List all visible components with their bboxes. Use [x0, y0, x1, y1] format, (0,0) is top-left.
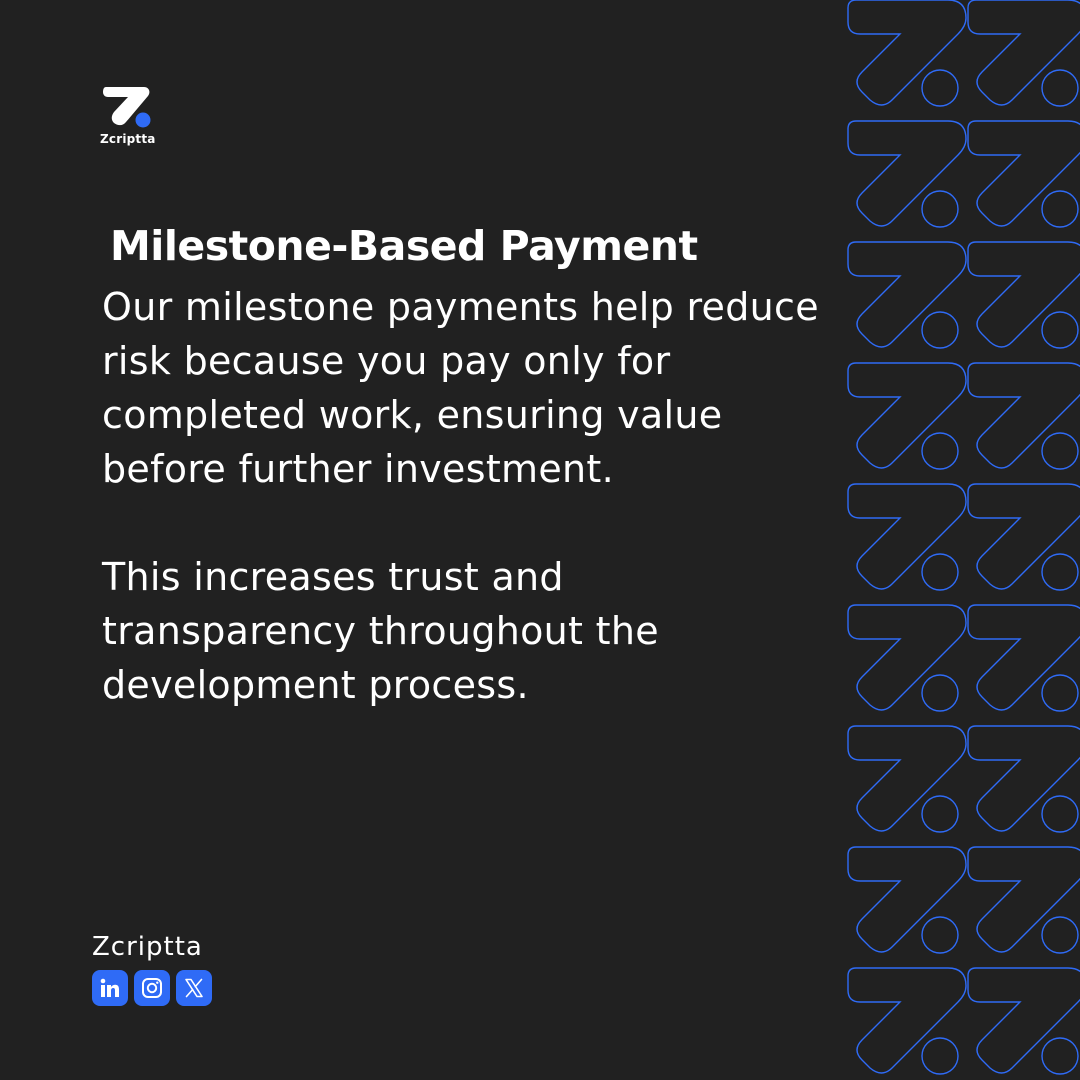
body-text: Our milestone payments help reduce risk … [102, 280, 822, 712]
brand-logo: Zcriptta [100, 82, 156, 146]
pattern-z-mark [967, 604, 1080, 712]
page-title: Milestone-Based Payment [110, 222, 698, 270]
pattern-z-mark [967, 362, 1080, 470]
social-links [92, 970, 212, 1006]
pattern-z-mark [847, 967, 967, 1075]
pattern-z-mark [847, 725, 967, 833]
linkedin-icon [100, 978, 119, 997]
body-paragraph-1: Our milestone payments help reduce risk … [102, 285, 819, 491]
pattern-z-mark [847, 604, 967, 712]
pattern-z-mark [847, 120, 967, 228]
z-logo-pattern [847, 0, 1080, 1075]
pattern-z-mark [847, 483, 967, 591]
footer: Zcriptta [92, 932, 212, 1006]
instagram-button[interactable] [134, 970, 170, 1006]
pattern-z-mark [847, 846, 967, 954]
pattern-z-mark [967, 0, 1080, 107]
body-paragraph-2: This increases trust and transparency th… [102, 555, 659, 707]
pattern-z-mark [967, 483, 1080, 591]
pattern-z-mark [967, 241, 1080, 349]
pattern-z-mark [967, 725, 1080, 833]
pattern-z-mark [967, 846, 1080, 954]
logo-wordmark: Zcriptta [100, 132, 156, 146]
pattern-z-mark [847, 241, 967, 349]
pattern-z-mark [967, 120, 1080, 228]
pattern-z-mark [847, 362, 967, 470]
pattern-z-mark [847, 0, 967, 107]
zcriptta-logo-icon [103, 87, 151, 128]
pattern-z-mark [967, 967, 1080, 1075]
linkedin-button[interactable] [92, 970, 128, 1006]
footer-brand-name: Zcriptta [92, 932, 203, 962]
x-icon [185, 978, 203, 998]
instagram-icon [142, 978, 162, 998]
x-button[interactable] [176, 970, 212, 1006]
